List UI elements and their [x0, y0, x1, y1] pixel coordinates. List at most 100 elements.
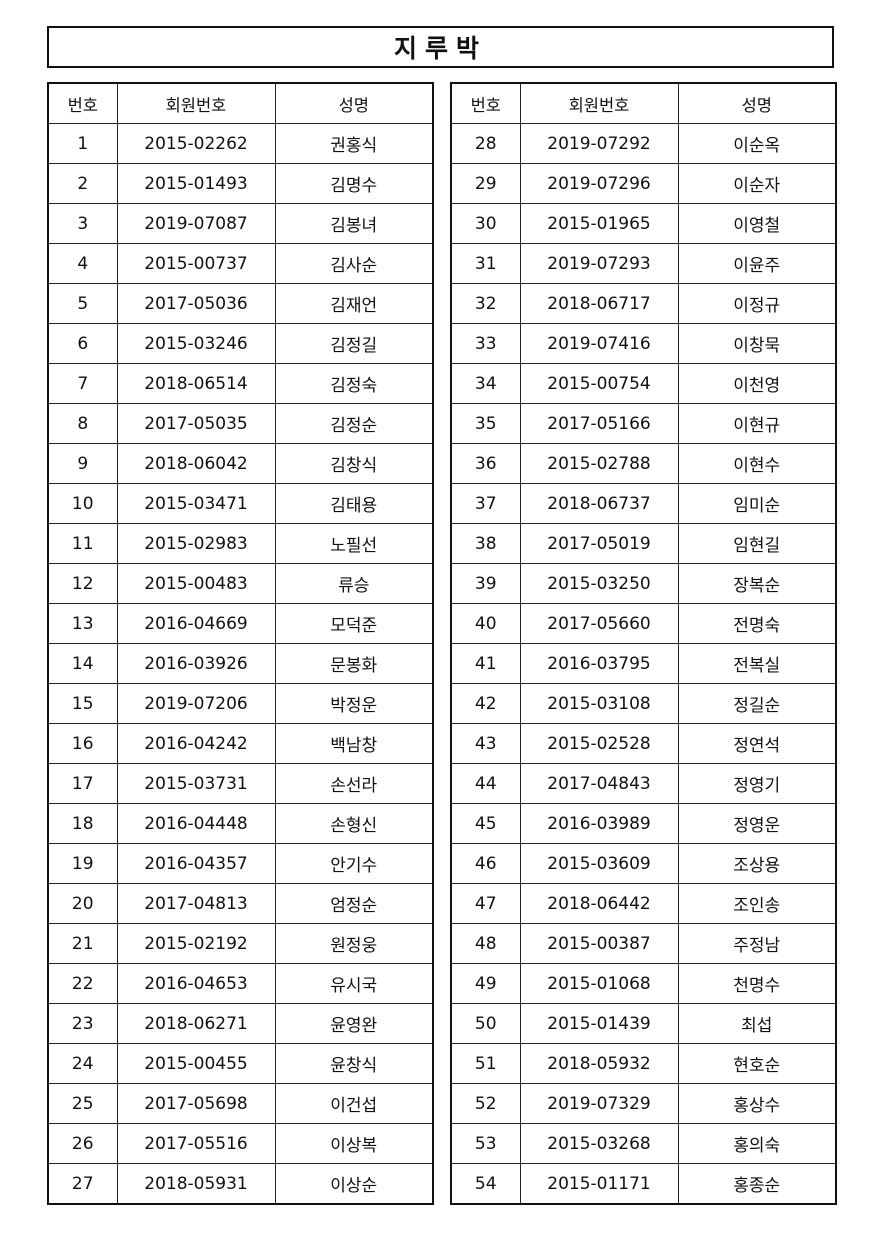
page-title: 지루박	[393, 34, 487, 63]
header-name: 성명	[677, 82, 837, 124]
table-row: 36 2015-02788 이현수	[450, 443, 837, 484]
cell-member-id: 2018-06737	[519, 483, 679, 524]
cell-member-id: 2015-02528	[519, 723, 679, 764]
cell-name: 홍종순	[677, 1163, 837, 1205]
cell-no: 50	[450, 1003, 521, 1044]
cell-member-id: 2018-05932	[519, 1043, 679, 1084]
cell-no: 27	[47, 1163, 118, 1205]
table-row: 32 2018-06717 이정규	[450, 283, 837, 324]
table-row: 26 2017-05516 이상복	[47, 1123, 434, 1164]
header-no: 번호	[450, 82, 521, 124]
table-row: 28 2019-07292 이순옥	[450, 123, 837, 164]
table-row: 1 2015-02262 권홍식	[47, 123, 434, 164]
cell-name: 손형신	[274, 803, 434, 844]
table-row: 50 2015-01439 최섭	[450, 1003, 837, 1044]
cell-member-id: 2017-05019	[519, 523, 679, 564]
table-row: 5 2017-05036 김재언	[47, 283, 434, 324]
cell-no: 46	[450, 843, 521, 884]
table-row: 40 2017-05660 전명숙	[450, 603, 837, 644]
cell-no: 23	[47, 1003, 118, 1044]
table-row: 15 2019-07206 박정운	[47, 683, 434, 724]
cell-member-id: 2019-07087	[116, 203, 276, 244]
table-row: 12 2015-00483 류승	[47, 563, 434, 604]
table-row: 20 2017-04813 엄정순	[47, 883, 434, 924]
cell-name: 정영기	[677, 763, 837, 804]
cell-no: 45	[450, 803, 521, 844]
cell-name: 현호순	[677, 1043, 837, 1084]
table-row: 19 2016-04357 안기수	[47, 843, 434, 884]
table-row: 25 2017-05698 이건섭	[47, 1083, 434, 1124]
cell-no: 14	[47, 643, 118, 684]
member-table-left: 번호 회원번호 성명 1 2015-02262 권홍식 2 2015-01493 김명수 3…	[47, 82, 434, 1205]
header-member-id: 회원번호	[116, 82, 276, 124]
table-row: 10 2015-03471 김태용	[47, 483, 434, 524]
cell-no: 43	[450, 723, 521, 764]
cell-member-id: 2015-00483	[116, 563, 276, 604]
table-row: 13 2016-04669 모덕준	[47, 603, 434, 644]
cell-member-id: 2015-02262	[116, 123, 276, 164]
cell-member-id: 2015-03471	[116, 483, 276, 524]
cell-member-id: 2015-03246	[116, 323, 276, 364]
cell-no: 9	[47, 443, 118, 484]
cell-member-id: 2016-03795	[519, 643, 679, 684]
table-row: 21 2015-02192 원정웅	[47, 923, 434, 964]
cell-no: 3	[47, 203, 118, 244]
cell-name: 김명수	[274, 163, 434, 204]
cell-name: 주정남	[677, 923, 837, 964]
cell-no: 15	[47, 683, 118, 724]
cell-no: 29	[450, 163, 521, 204]
cell-member-id: 2018-06271	[116, 1003, 276, 1044]
cell-no: 30	[450, 203, 521, 244]
cell-member-id: 2018-06514	[116, 363, 276, 404]
cell-name: 임미순	[677, 483, 837, 524]
cell-member-id: 2017-05660	[519, 603, 679, 644]
cell-member-id: 2019-07329	[519, 1083, 679, 1124]
table-row: 46 2015-03609 조상용	[450, 843, 837, 884]
cell-member-id: 2019-07416	[519, 323, 679, 364]
cell-name: 엄정순	[274, 883, 434, 924]
cell-no: 4	[47, 243, 118, 284]
cell-no: 41	[450, 643, 521, 684]
table-row: 29 2019-07296 이순자	[450, 163, 837, 204]
cell-name: 윤영완	[274, 1003, 434, 1044]
cell-name: 이천영	[677, 363, 837, 404]
cell-name: 박정운	[274, 683, 434, 724]
cell-no: 37	[450, 483, 521, 524]
table-body-right: 28 2019-07292 이순옥 29 2019-07296 이순자 30 2015-019…	[450, 123, 837, 1205]
cell-no: 34	[450, 363, 521, 404]
cell-member-id: 2015-00455	[116, 1043, 276, 1084]
table-row: 54 2015-01171 홍종순	[450, 1163, 837, 1205]
cell-no: 5	[47, 283, 118, 324]
cell-name: 이영철	[677, 203, 837, 244]
cell-name: 홍의숙	[677, 1123, 837, 1164]
table-row: 23 2018-06271 윤영완	[47, 1003, 434, 1044]
cell-no: 7	[47, 363, 118, 404]
table-row: 33 2019-07416 이창묵	[450, 323, 837, 364]
header-member-id: 회원번호	[519, 82, 679, 124]
table-row: 27 2018-05931 이상순	[47, 1163, 434, 1205]
cell-name: 이현규	[677, 403, 837, 444]
cell-member-id: 2015-01965	[519, 203, 679, 244]
cell-name: 김정숙	[274, 363, 434, 404]
cell-name: 김봉녀	[274, 203, 434, 244]
cell-name: 노필선	[274, 523, 434, 564]
table-row: 39 2015-03250 장복순	[450, 563, 837, 604]
cell-no: 17	[47, 763, 118, 804]
cell-member-id: 2016-04448	[116, 803, 276, 844]
table-row: 31 2019-07293 이윤주	[450, 243, 837, 284]
table-row: 51 2018-05932 현호순	[450, 1043, 837, 1084]
cell-member-id: 2017-04843	[519, 763, 679, 804]
table-row: 8 2017-05035 김정순	[47, 403, 434, 444]
cell-name: 원정웅	[274, 923, 434, 964]
cell-name: 이건섭	[274, 1083, 434, 1124]
table-row: 45 2016-03989 정영운	[450, 803, 837, 844]
cell-name: 조인송	[677, 883, 837, 924]
cell-name: 전명숙	[677, 603, 837, 644]
table-row: 49 2015-01068 천명수	[450, 963, 837, 1004]
title-box: 지루박	[47, 26, 834, 68]
cell-no: 26	[47, 1123, 118, 1164]
cell-member-id: 2019-07293	[519, 243, 679, 284]
cell-member-id: 2016-04242	[116, 723, 276, 764]
table-row: 6 2015-03246 김정길	[47, 323, 434, 364]
cell-member-id: 2015-00387	[519, 923, 679, 964]
